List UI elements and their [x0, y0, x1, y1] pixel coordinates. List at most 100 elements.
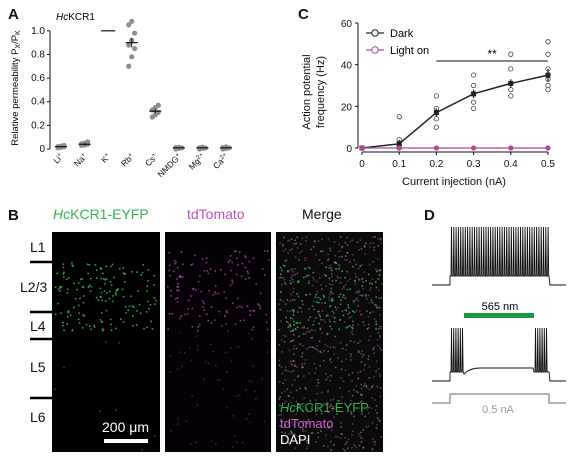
trace-dark-spikes: [432, 226, 566, 286]
merge-tdtomato: [303, 375, 305, 377]
merge-eyfp: [331, 310, 334, 313]
panel-a-xtick-label: Mg2+: [187, 151, 208, 172]
merge-dapi: [309, 346, 311, 348]
tdtomato-cell: [238, 251, 241, 253]
merge-tdtomato: [350, 359, 352, 361]
merge-tdtomato: [332, 409, 334, 412]
merge-eyfp: [319, 328, 322, 330]
eyfp-cell: [135, 324, 138, 326]
merge-tdtomato: [298, 252, 301, 254]
merge-tdtomato: [368, 301, 371, 304]
tdtomato-cell: [190, 295, 192, 297]
merge-dapi: [283, 264, 285, 267]
merge-eyfp: [339, 303, 342, 306]
merge-tdtomato: [321, 262, 323, 265]
tdtomato-cell: [263, 250, 266, 252]
merge-tdtomato: [304, 359, 307, 361]
merge-eyfp: [338, 267, 340, 270]
eyfp-cell: [153, 284, 155, 286]
merge-dapi: [281, 431, 283, 433]
eyfp-cell: [153, 297, 156, 299]
tdtomato-cell: [192, 288, 194, 291]
eyfp-cell: [140, 274, 142, 276]
tdtomato-cell: [210, 322, 213, 324]
tdtomato-cell: [263, 420, 266, 423]
merge-dapi: [290, 431, 293, 434]
merge-tdtomato: [380, 268, 382, 271]
merge-eyfp: [297, 281, 300, 283]
merge-dapi: [284, 303, 287, 305]
merge-eyfp: [323, 296, 325, 298]
merge-tdtomato: [345, 358, 347, 361]
tdtomato-cell: [259, 305, 261, 307]
merge-tdtomato: [344, 309, 346, 311]
merge-eyfp: [333, 317, 336, 319]
merge-tdtomato: [352, 430, 354, 432]
tdtomato-cell: [190, 443, 192, 445]
merge-tdtomato: [374, 399, 376, 401]
merge-tdtomato: [324, 343, 326, 346]
merge-eyfp: [328, 277, 331, 280]
merge-tdtomato: [294, 365, 296, 367]
merge-tdtomato: [375, 306, 378, 309]
merge-tdtomato: [360, 352, 362, 355]
eyfp-cell: [131, 271, 133, 273]
merge-tdtomato: [373, 318, 376, 320]
tdtomato-cell: [176, 289, 178, 292]
eyfp-cell: [147, 280, 149, 282]
merge-eyfp: [335, 268, 337, 270]
merge-eyfp: [289, 325, 291, 327]
merge-dapi: [357, 305, 359, 307]
merge-eyfp: [347, 304, 349, 306]
merge-tdtomato: [349, 240, 352, 243]
merge-tdtomato: [333, 416, 335, 419]
tdtomato-cell: [181, 365, 183, 368]
panel-c-dark-individual-point: [508, 66, 514, 72]
merge-tdtomato: [297, 419, 299, 421]
merge-tdtomato: [376, 338, 379, 341]
merge-tdtomato: [282, 300, 285, 303]
tdtomato-cell: [224, 315, 226, 317]
merge-dapi: [295, 242, 297, 245]
merge-eyfp: [339, 318, 341, 321]
merge-dapi: [308, 330, 311, 333]
eyfp-cell: [128, 305, 131, 308]
layer-label-l4: L4: [30, 318, 46, 334]
layer-label-l23: L2/3: [20, 279, 47, 295]
merge-tdtomato: [367, 326, 370, 329]
panel-a-data-point: [132, 45, 138, 52]
eyfp-cell: [99, 410, 101, 413]
merge-tdtomato: [342, 448, 345, 450]
merge-dapi: [317, 296, 320, 299]
panel-label-d: D: [424, 207, 435, 224]
tdtomato-cell: [266, 351, 268, 353]
panel-b-micrographs: HcKCR1-EYFP tdTomato Merge L1 L2/3 L4 L5…: [20, 206, 383, 452]
eyfp-cell: [67, 311, 70, 313]
tdtomato-cell: [180, 251, 183, 253]
merge-tdtomato: [368, 263, 371, 266]
merge-eyfp: [339, 293, 342, 296]
merge-dapi: [341, 360, 343, 363]
merge-tdtomato: [359, 310, 361, 312]
merge-dapi: [304, 386, 306, 389]
tdtomato-cell: [252, 326, 255, 328]
merge-dapi: [340, 426, 342, 428]
tdtomato-cell: [226, 407, 228, 409]
merge-tdtomato: [365, 426, 368, 428]
merge-dapi: [302, 366, 304, 368]
eyfp-cell: [101, 330, 104, 332]
tdtomato-cell: [226, 311, 228, 314]
merge-tdtomato: [306, 441, 308, 444]
tdtomato-cell: [195, 289, 197, 291]
tdtomato-cell: [214, 319, 216, 321]
tdtomato-cell: [266, 328, 269, 331]
merge-tdtomato: [350, 316, 353, 318]
merge-dapi: [299, 306, 302, 309]
tdtomato-cell: [229, 255, 232, 257]
merge-dapi: [292, 339, 294, 342]
merge-dapi: [379, 387, 382, 389]
merge-dapi: [293, 243, 296, 245]
merge-dapi: [348, 374, 350, 376]
merge-tdtomato: [280, 308, 282, 311]
panel-label-b: B: [8, 207, 19, 224]
